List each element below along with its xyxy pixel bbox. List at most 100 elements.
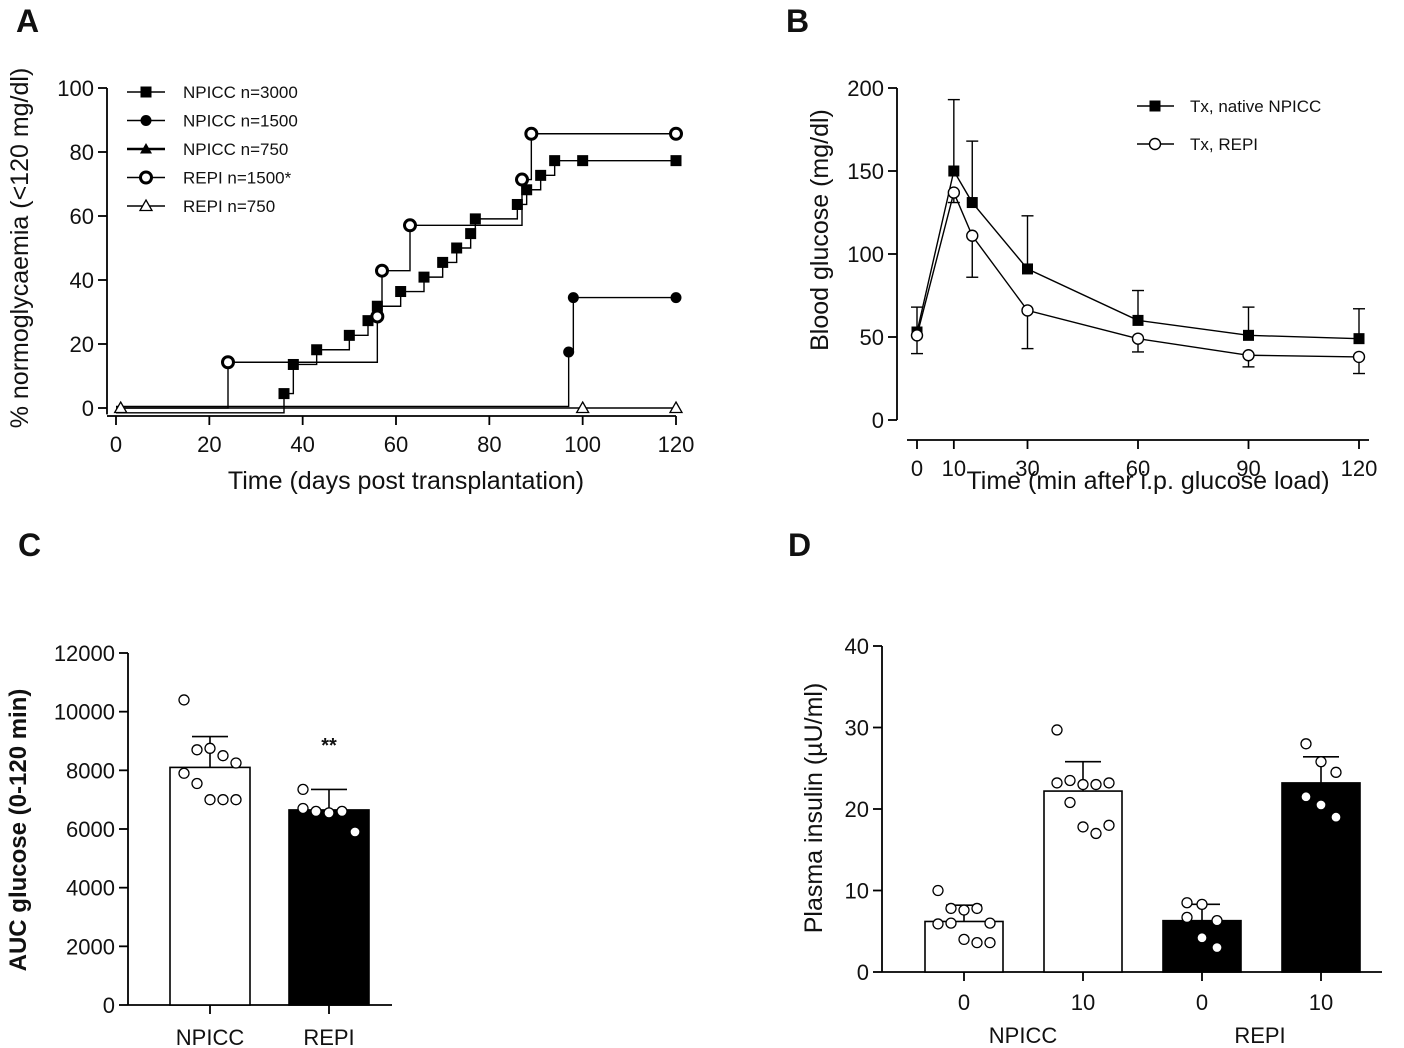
a-series-point-3 [370, 309, 385, 324]
b-x-tick-label: 0 [911, 456, 923, 481]
panel-b: B 0 50 100 150 200 0 10 30 60 90 120 Time (min afte… [786, 3, 1377, 495]
a-series-point-1 [563, 346, 575, 358]
c-y-tick-label: 8000 [66, 758, 115, 783]
a-y-axis-title: % normoglycaemia (<120 mg/dl) [6, 68, 34, 429]
d-bar [1162, 919, 1242, 973]
b-x-tick-label: 60 [1126, 456, 1150, 481]
c-data-point [204, 742, 216, 754]
b-y-tick-label: 50 [860, 325, 884, 350]
c-data-point [310, 805, 322, 818]
a-series-point-1 [567, 292, 579, 304]
b-x-tick-label: 120 [1341, 456, 1378, 481]
a-x-tick-label: 60 [384, 432, 408, 457]
a-series-point-0 [278, 388, 290, 400]
d-y-tick-label: 40 [845, 634, 869, 659]
a-series-point-0 [437, 256, 449, 268]
b-series-point-1 [947, 186, 961, 199]
c-y-tick-label: 4000 [66, 876, 115, 901]
d-data-point [945, 902, 957, 915]
a-series-point-1 [670, 292, 682, 304]
a-y-tick-label: 60 [70, 204, 94, 229]
c-data-point [336, 805, 348, 818]
d-data-point [1315, 756, 1327, 768]
c-y-tick-label: 2000 [66, 934, 115, 959]
c-x-tick-label: NPICC [176, 1025, 245, 1048]
d-bar [1281, 782, 1361, 973]
c-data-point [230, 794, 242, 806]
c-data-point [191, 744, 203, 756]
a-series-point-0 [287, 358, 299, 370]
d-data-point [1315, 799, 1327, 811]
a-series-point-0 [465, 228, 477, 240]
d-data-point [1196, 932, 1208, 944]
a-series-line-3 [116, 133, 676, 409]
d-data-point [1064, 774, 1076, 787]
c-bar-repi [288, 809, 370, 1006]
d-data-point [1211, 941, 1223, 954]
d-data-point [932, 918, 944, 930]
a-x-tick-label: 120 [658, 432, 695, 457]
b-y-tick-label: 200 [847, 76, 884, 101]
a-legend-label: NPICC n=3000 [183, 83, 298, 102]
a-legend-marker [139, 170, 153, 185]
b-series-line-1 [916, 190, 1360, 358]
panel-letter-d: D [788, 527, 811, 563]
d-y-tick-label: 30 [845, 716, 869, 741]
a-x-tick-label: 20 [197, 432, 221, 457]
a-x-axis-title: Time (days post transplantation) [228, 467, 584, 495]
c-data-point [230, 757, 242, 769]
a-series-point-3 [403, 218, 417, 233]
b-series-point-1 [1021, 304, 1034, 317]
d-data-point [1300, 738, 1312, 750]
c-y-tick-label: 0 [103, 993, 115, 1018]
d-data-point [1090, 778, 1102, 791]
c-significance-label: ** [321, 735, 337, 757]
a-series-point-0 [395, 286, 407, 298]
b-x-tick-label: 10 [942, 456, 966, 481]
b-x-tick-label: 90 [1236, 456, 1260, 481]
c-data-point [349, 826, 361, 838]
a-x-tick-label: 40 [290, 432, 314, 457]
d-data-point [1103, 819, 1115, 831]
a-series-point-0 [311, 344, 323, 356]
b-y-tick-label: 0 [872, 408, 884, 433]
a-series-point-4 [668, 400, 684, 414]
a-legend-marker [140, 115, 152, 126]
a-x-tick-label: 100 [564, 432, 601, 457]
a-series-point-3 [669, 126, 683, 141]
b-y-axis-title: Blood glucose (mg/dl) [806, 109, 834, 351]
a-series-point-0 [451, 242, 463, 254]
a-legend-marker [138, 198, 154, 212]
b-y-tick-label: 150 [847, 159, 884, 184]
c-y-tick-label: 6000 [66, 817, 115, 842]
b-series-point-0 [966, 197, 978, 209]
a-y-tick-label: 0 [82, 396, 94, 421]
a-series-point-0 [521, 184, 533, 196]
a-x-tick-label: 80 [477, 432, 501, 457]
d-data-point [958, 904, 970, 916]
c-data-point [204, 794, 216, 806]
d-data-point [971, 937, 983, 949]
b-series-point-0 [1353, 333, 1365, 345]
b-x-tick-label: 30 [1015, 456, 1039, 481]
c-data-point [178, 694, 190, 706]
d-data-point [1196, 898, 1208, 911]
a-series-point-0 [469, 213, 481, 225]
d-data-point [1064, 796, 1076, 809]
b-series-point-1 [1131, 332, 1145, 345]
a-series-point-0 [549, 155, 561, 167]
d-data-point [1211, 915, 1223, 927]
a-series-line-1 [116, 296, 676, 408]
c-data-point [178, 767, 190, 779]
d-data-point [958, 933, 970, 946]
c-y-tick-label: 12000 [54, 641, 115, 666]
d-y-tick-label: 20 [845, 797, 869, 822]
d-data-point [984, 917, 996, 929]
d-data-point [1051, 724, 1063, 736]
b-legend-label: Tx, REPI [1190, 135, 1258, 154]
a-series-point-0 [511, 198, 523, 210]
a-y-tick-label: 20 [70, 332, 94, 357]
d-y-tick-label: 10 [845, 879, 869, 904]
d-x-tick-label: 10 [1309, 990, 1333, 1015]
